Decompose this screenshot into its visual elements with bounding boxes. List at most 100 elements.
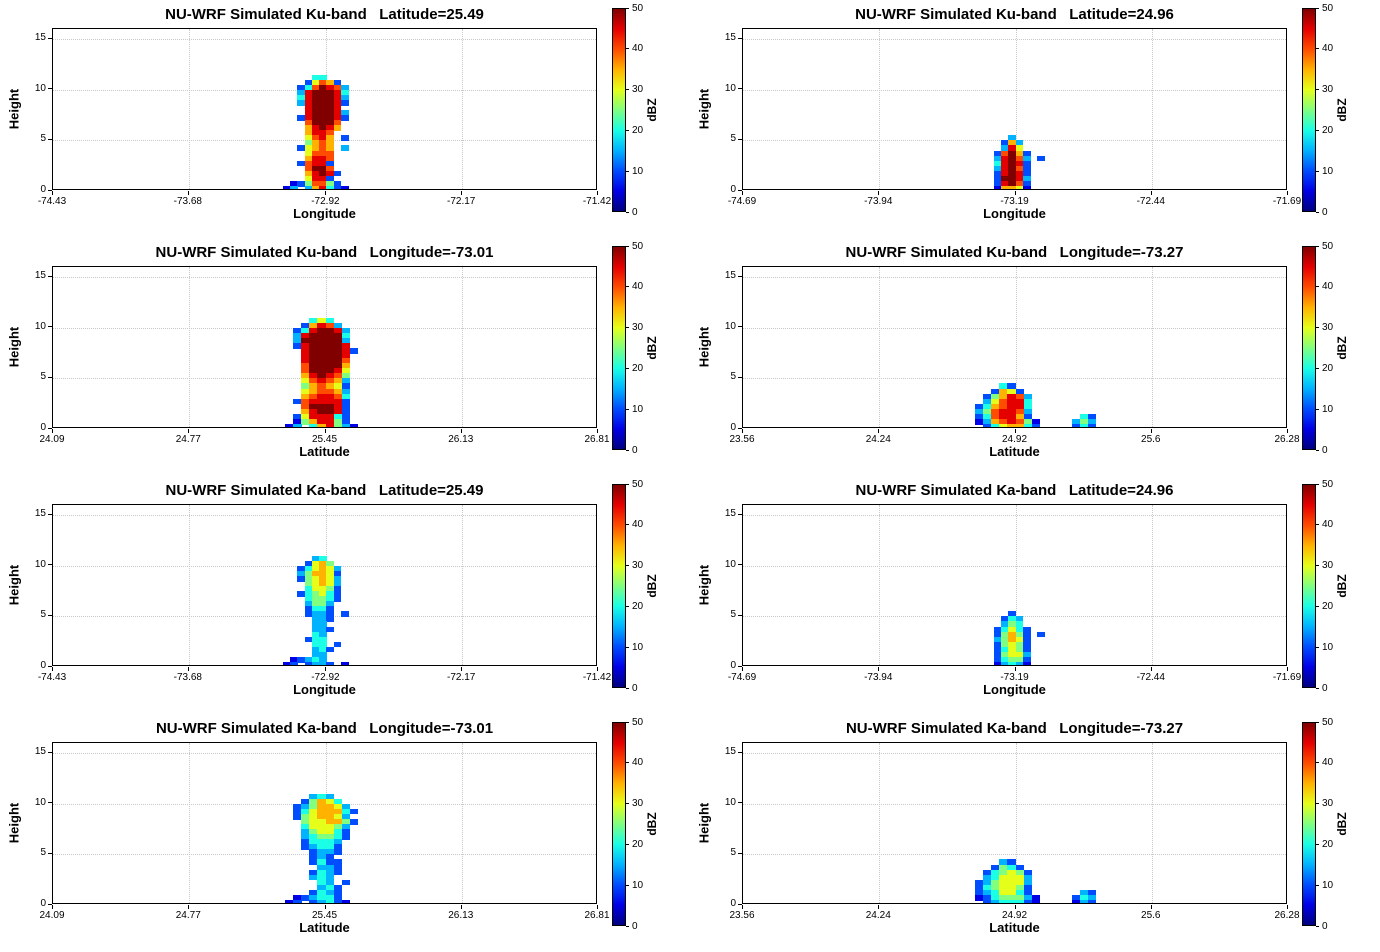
heatmap-cell bbox=[304, 110, 313, 116]
colorbar-tick-label: 0 bbox=[1322, 206, 1328, 218]
colorbar-tick-label: 10 bbox=[632, 641, 644, 653]
heatmap-cell bbox=[304, 135, 313, 141]
heatmap-cell bbox=[983, 869, 993, 876]
gridline bbox=[743, 753, 1286, 755]
y-axis-label: Height bbox=[696, 564, 712, 606]
heatmap-cell bbox=[1071, 423, 1081, 427]
gridline bbox=[462, 29, 464, 189]
x-tick-label: -74.69 bbox=[727, 196, 757, 207]
heatmap-cell bbox=[983, 418, 993, 425]
y-tick-label: 0 bbox=[40, 422, 46, 433]
heatmap-cell bbox=[333, 859, 343, 866]
heatmap-cell bbox=[304, 656, 313, 663]
heatmap-cell bbox=[317, 874, 327, 881]
colorbar-tick bbox=[1316, 565, 1319, 567]
heatmap-cell bbox=[326, 175, 335, 182]
heatmap-cell bbox=[999, 408, 1009, 415]
heatmap-cell bbox=[317, 818, 327, 825]
heatmap-cell bbox=[325, 408, 335, 415]
heatmap-cell bbox=[1023, 393, 1033, 400]
colorbar-tick bbox=[626, 803, 629, 805]
colorbar-tick bbox=[1316, 286, 1319, 288]
heatmap-cell bbox=[326, 140, 335, 147]
heatmap-cell bbox=[317, 383, 327, 390]
heatmap-cell bbox=[301, 813, 311, 820]
heatmap-cell bbox=[1000, 616, 1009, 623]
x-tick-label: 25.6 bbox=[1141, 434, 1161, 445]
heatmap-cell bbox=[319, 626, 327, 633]
heatmap-cell bbox=[297, 160, 306, 167]
heatmap-cell bbox=[293, 327, 303, 334]
heatmap-cell bbox=[983, 874, 993, 881]
heatmap-cell bbox=[333, 393, 343, 400]
colorbar-tick-label: 20 bbox=[1322, 362, 1334, 374]
heatmap-cell bbox=[326, 110, 335, 116]
heatmap-cell bbox=[301, 383, 311, 390]
heatmap-cell bbox=[293, 899, 303, 903]
x-tick bbox=[52, 667, 53, 671]
colorbar-tick bbox=[1316, 843, 1319, 845]
heatmap-cell bbox=[1007, 879, 1017, 886]
heatmap-cell bbox=[333, 327, 343, 334]
heatmap-cell bbox=[297, 115, 306, 121]
heatmap-cell bbox=[317, 829, 327, 835]
y-tick-label: 5 bbox=[40, 609, 46, 621]
heatmap-cell bbox=[309, 813, 319, 820]
gridline bbox=[1151, 505, 1153, 665]
x-tick bbox=[742, 191, 743, 195]
gridline bbox=[1151, 29, 1153, 189]
heatmap-cell bbox=[340, 89, 349, 96]
heatmap-cell bbox=[325, 368, 335, 374]
heatmap-cell bbox=[304, 155, 313, 162]
heatmap-cell bbox=[326, 155, 335, 162]
colorbar-tick-label: 10 bbox=[1322, 403, 1334, 415]
y-tick-label: 15 bbox=[34, 32, 46, 44]
x-tick-label: 24.24 bbox=[865, 910, 891, 921]
heatmap-cell bbox=[1007, 864, 1017, 871]
heatmap-cell bbox=[301, 824, 311, 830]
heatmap-cell bbox=[285, 899, 295, 903]
heatmap-cell bbox=[326, 565, 335, 572]
heatmap-cell bbox=[991, 884, 1001, 891]
heatmap-cell bbox=[311, 606, 320, 612]
colorbar-tick bbox=[626, 565, 629, 567]
x-tick-label: -72.44 bbox=[1136, 672, 1165, 683]
colorbar-tick-label: 20 bbox=[632, 838, 644, 850]
heatmap-cell bbox=[304, 175, 313, 182]
heatmap-cell bbox=[290, 656, 299, 663]
heatmap-cell bbox=[309, 332, 319, 339]
heatmap-cell bbox=[293, 413, 303, 420]
colorbar-tick bbox=[626, 884, 629, 886]
heatmap-cell bbox=[304, 150, 313, 157]
colorbar-tick-label: 0 bbox=[632, 682, 638, 694]
gridline bbox=[1015, 29, 1017, 189]
colorbar bbox=[612, 8, 626, 212]
heatmap-cell bbox=[341, 327, 351, 334]
colorbar-tick-label: 20 bbox=[632, 124, 644, 136]
heatmap-cell bbox=[991, 864, 1001, 871]
heatmap-cell bbox=[309, 899, 319, 903]
heatmap-cell bbox=[326, 94, 335, 101]
heatmap-cell bbox=[311, 611, 320, 617]
heatmap-cell bbox=[317, 408, 327, 415]
heatmap-cell bbox=[301, 808, 311, 815]
heatmap-cell bbox=[333, 408, 343, 415]
x-tick bbox=[878, 429, 880, 433]
heatmap-cell bbox=[1022, 636, 1031, 643]
y-tick-label: 0 bbox=[40, 898, 46, 909]
x-tick bbox=[878, 667, 880, 671]
heatmap-cell bbox=[1022, 656, 1031, 663]
gridline bbox=[1015, 505, 1017, 665]
heatmap-cell bbox=[311, 140, 320, 147]
heatmap-cell bbox=[304, 130, 313, 136]
heatmap-cell bbox=[301, 393, 311, 400]
heatmap-cell bbox=[333, 378, 343, 385]
heatmap-cell bbox=[309, 808, 319, 815]
y-tick bbox=[738, 665, 742, 667]
heatmap-cell bbox=[301, 363, 311, 369]
heatmap-cell bbox=[333, 373, 343, 379]
heatmap-cell bbox=[301, 418, 311, 425]
heatmap-cell bbox=[341, 879, 351, 886]
colorbar-tick bbox=[626, 89, 629, 91]
colorbar bbox=[1302, 8, 1316, 212]
